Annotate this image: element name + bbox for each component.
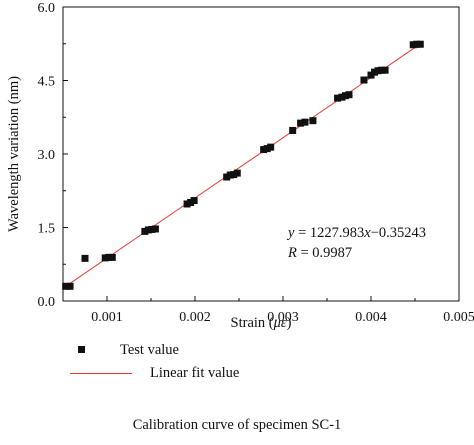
fit-line [62, 42, 422, 289]
y-tick-label: 3.0 [38, 148, 56, 163]
figure-caption: Calibration curve of specimen SC-1 [132, 417, 342, 433]
y-tick-label: 0.0 [38, 295, 56, 310]
data-point [187, 199, 195, 207]
data-point [378, 66, 386, 74]
x-tick-label: 0.002 [179, 310, 211, 325]
data-point [183, 200, 191, 208]
data-point [374, 67, 382, 75]
data-point [141, 227, 149, 235]
data-point [297, 119, 305, 127]
data-point [148, 225, 156, 233]
fit-equation: y = 1227.983x−0.35243 [286, 225, 426, 241]
data-point [190, 197, 198, 205]
data-point [263, 145, 271, 153]
y-axis-label: Wavelength variation (nm) [6, 76, 22, 232]
data-point [367, 71, 375, 79]
data-point [81, 254, 89, 262]
data-point [371, 68, 379, 76]
data-point [360, 76, 368, 84]
data-point [309, 117, 317, 125]
data-point [230, 171, 238, 179]
data-point [101, 254, 109, 262]
data-point [233, 169, 241, 177]
data-point [413, 40, 421, 48]
data-point [66, 282, 74, 290]
data-point [260, 146, 268, 154]
line-marker-icon [70, 362, 150, 384]
data-point [338, 93, 346, 101]
legend-label-test-value: Test value [120, 341, 179, 358]
x-tick-label: 0.003 [267, 310, 299, 325]
data-point [289, 126, 297, 134]
data-point [381, 66, 389, 74]
data-point [108, 253, 116, 261]
x-tick-label: 0.004 [355, 310, 387, 325]
data-point [341, 92, 349, 100]
data-point [416, 40, 424, 48]
data-point [105, 253, 113, 261]
data-point [301, 118, 309, 126]
data-point [226, 171, 234, 179]
data-point [223, 173, 231, 181]
data-point [267, 143, 275, 151]
correlation-coefficient: R = 0.9987 [287, 245, 352, 261]
data-point [151, 225, 159, 233]
plot-frame [62, 6, 460, 302]
data-point [62, 282, 70, 290]
x-tick-label: 0.001 [91, 310, 123, 325]
legend-item-linear-fit: Linear fit value [70, 362, 239, 384]
x-tick-label: 0.005 [443, 310, 474, 325]
test-value-series [62, 40, 424, 290]
legend-label-linear-fit: Linear fit value [150, 364, 240, 381]
y-tick-label: 6.0 [38, 1, 56, 16]
y-tick-label: 4.5 [38, 75, 56, 90]
data-point [144, 226, 152, 234]
calibration-chart: 0.001 0.002 0.003 0.004 0.005 0.0 1.5 3.0 4.5 6.0… [6, 1, 474, 330]
legend-item-test-value: Test value [70, 339, 179, 361]
data-point [409, 41, 417, 49]
linear-fit-series [62, 42, 422, 289]
square-marker-icon [70, 339, 120, 361]
axis-ticks: 0.001 0.002 0.003 0.004 0.005 0.0 1.5 3.0 4.5 6.0 [38, 1, 474, 325]
data-point [334, 94, 342, 102]
y-tick-label: 1.5 [38, 222, 56, 237]
x-axis-label: Strain (με) [231, 315, 292, 330]
data-point [345, 91, 353, 99]
